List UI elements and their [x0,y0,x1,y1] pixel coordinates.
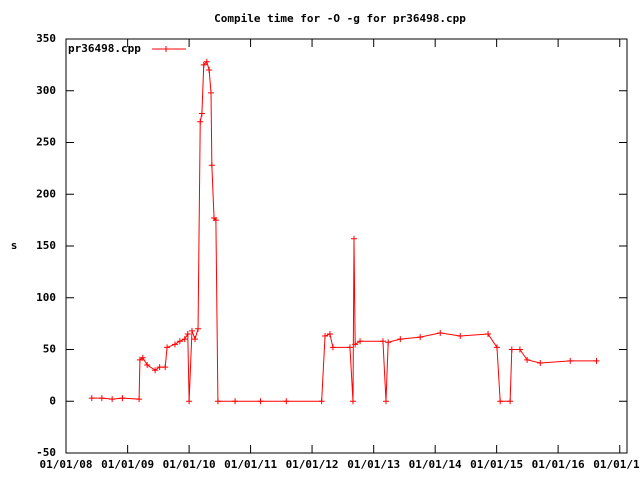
point-marker [283,398,290,405]
y-tick-label: 100 [36,291,56,304]
x-tick-label: 01/01/17 [593,458,640,471]
point-marker [119,395,126,402]
point-marker [322,333,329,340]
point-marker [507,398,514,405]
point-marker [537,359,544,366]
point-marker [195,325,202,332]
point-marker [186,398,193,405]
point-marker [197,118,204,125]
x-tick-label: 01/01/14 [409,458,462,471]
point-marker [385,339,392,346]
point-marker [200,61,207,68]
point-marker [88,395,95,402]
y-tick-label: 0 [49,394,56,407]
point-marker [212,217,219,224]
x-tick-label: 01/01/09 [101,458,154,471]
plot-frame [65,38,628,454]
point-marker [192,336,199,343]
y-axis-label: s [11,239,18,252]
point-marker [417,334,424,341]
point-marker [326,330,333,337]
point-marker [257,398,264,405]
point-marker [352,341,359,348]
point-marker [139,354,146,361]
point-marker [164,344,171,351]
x-tick-label: 01/01/13 [347,458,400,471]
y-tick-label: 50 [43,343,56,356]
point-marker [184,330,191,337]
point-marker [397,336,404,343]
x-tick-label: 01/01/12 [286,458,339,471]
point-marker [203,58,210,65]
point-marker [214,398,221,405]
point-marker [162,364,169,371]
x-tick-label: 01/01/15 [470,458,523,471]
point-marker [485,330,492,337]
point-marker [516,346,523,353]
point-marker [567,357,574,364]
point-marker [144,362,151,369]
point-marker [188,327,195,334]
y-tick-label: 150 [36,239,56,252]
point-marker [208,89,215,96]
point-marker [329,344,336,351]
point-marker [136,396,143,403]
point-marker [346,344,353,351]
point-marker [232,398,239,405]
y-tick-label: -50 [36,446,56,459]
point-marker [508,346,515,353]
x-tick-label: 01/01/08 [40,458,93,471]
point-marker [206,67,213,74]
x-tick-label: 01/01/16 [532,458,585,471]
point-marker [156,364,163,371]
point-marker [198,110,205,117]
point-marker [350,235,357,242]
x-tick-label: 01/01/10 [163,458,216,471]
point-marker [349,398,356,405]
y-tick-label: 350 [36,32,56,45]
y-tick-label: 300 [36,84,56,97]
point-marker [98,395,105,402]
point-marker [493,344,500,351]
y-tick-label: 200 [36,187,56,200]
point-marker [437,329,444,336]
point-marker [181,336,188,343]
point-marker [208,162,215,169]
y-tick-label: 250 [36,136,56,149]
point-marker [593,357,600,364]
point-marker [457,333,464,340]
point-marker [379,338,386,345]
point-marker [171,341,178,348]
point-marker [357,338,364,345]
point-marker [524,356,531,363]
point-marker [176,338,183,345]
point-marker [109,396,116,403]
x-tick-label: 01/01/11 [224,458,277,471]
point-marker [152,367,159,374]
point-marker [382,398,389,405]
chart-title: Compile time for -O -g for pr36498.cpp [214,12,466,25]
point-marker [318,398,325,405]
legend-label: pr36498.cpp [68,42,141,55]
point-marker [497,398,504,405]
